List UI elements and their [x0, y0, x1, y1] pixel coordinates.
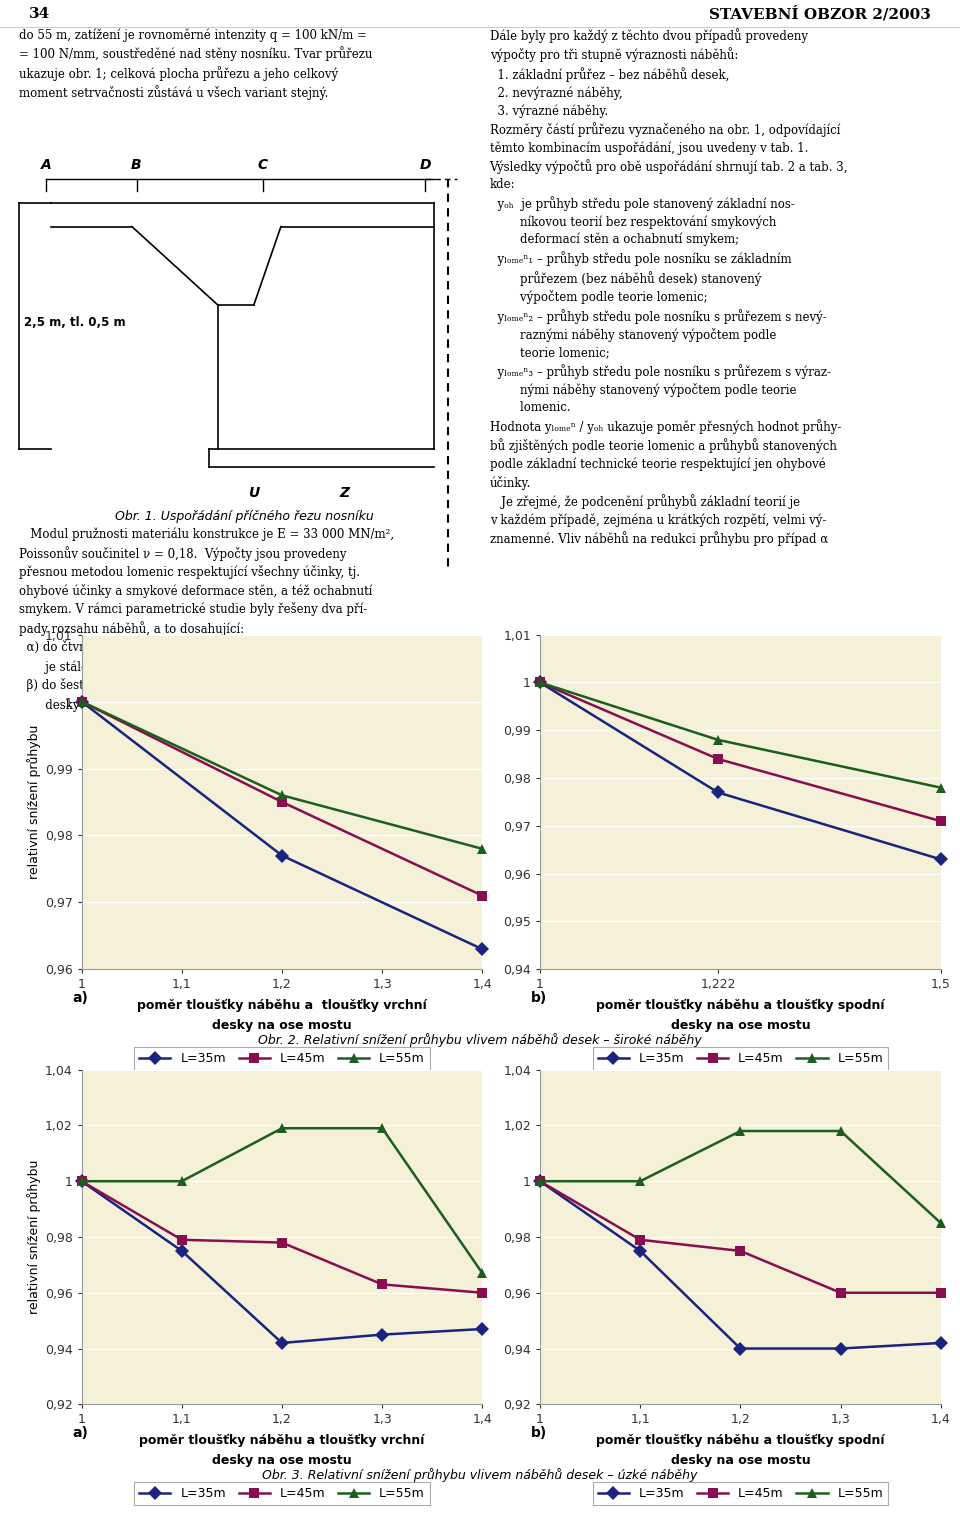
Text: poměr tloušťky náběhu a  tloušťky vrchní: poměr tloušťky náběhu a tloušťky vrchní — [137, 999, 427, 1012]
Text: b): b) — [530, 991, 546, 1005]
Y-axis label: relativní snížení průhybu: relativní snížení průhybu — [27, 725, 40, 879]
Text: A: A — [41, 158, 52, 172]
Text: b): b) — [530, 1426, 546, 1439]
Text: do 55 m, zatížení je rovnoměrné intenzity q = 100 kN/m =
= 100 N/mm, soustředěné: do 55 m, zatížení je rovnoměrné intenzit… — [19, 27, 372, 100]
Text: Obr. 2. Relativní snížení průhybu vlivem náběhů desek – široké náběhy: Obr. 2. Relativní snížení průhybu vlivem… — [258, 1034, 702, 1047]
Text: a): a) — [72, 1426, 88, 1439]
Text: Modul pružnosti materiálu konstrukce je E = 33 000 MN/m²,
Poissonův součinitel ν: Modul pružnosti materiálu konstrukce je … — [19, 527, 395, 711]
Text: Obr. 1. Uspořádání příčného řezu nosníku: Obr. 1. Uspořádání příčného řezu nosníku — [115, 509, 374, 523]
Text: desky na ose mostu: desky na ose mostu — [212, 1455, 351, 1467]
Text: Z: Z — [339, 485, 349, 500]
Y-axis label: relativní snížení průhybu: relativní snížení průhybu — [27, 1160, 40, 1315]
Text: C: C — [258, 158, 268, 172]
Legend: L=35m, L=45m, L=55m: L=35m, L=45m, L=55m — [134, 1482, 430, 1505]
Text: poměr tloušťky náběhu a tloušťky spodní: poměr tloušťky náběhu a tloušťky spodní — [596, 1435, 885, 1447]
Legend: L=35m, L=45m, L=55m: L=35m, L=45m, L=55m — [592, 1482, 888, 1505]
Legend: L=35m, L=45m, L=55m: L=35m, L=45m, L=55m — [134, 1047, 430, 1070]
Legend: L=35m, L=45m, L=55m: L=35m, L=45m, L=55m — [592, 1047, 888, 1070]
Text: desky na ose mostu: desky na ose mostu — [671, 1455, 810, 1467]
Text: 34: 34 — [29, 8, 50, 21]
Text: Dále byly pro každý z těchto dvou případů provedeny
výpočty pro tři stupně výraz: Dále byly pro každý z těchto dvou případ… — [490, 27, 848, 547]
Text: poměr tloušťky náběhu a tloušťky vrchní: poměr tloušťky náběhu a tloušťky vrchní — [139, 1435, 424, 1447]
Text: desky na ose mostu: desky na ose mostu — [212, 1018, 351, 1032]
Text: B: B — [132, 158, 142, 172]
Text: U: U — [249, 485, 259, 500]
Text: a): a) — [72, 991, 88, 1005]
Text: Obr. 3. Relativní snížení průhybu vlivem náběhů desek – úzké náběhy: Obr. 3. Relativní snížení průhybu vlivem… — [262, 1468, 698, 1482]
Text: D: D — [420, 158, 431, 172]
Text: desky na ose mostu: desky na ose mostu — [671, 1018, 810, 1032]
Text: 2,5 m, tl. 0,5 m: 2,5 m, tl. 0,5 m — [24, 316, 126, 330]
Text: poměr tloušťky náběhu a tloušťky spodní: poměr tloušťky náběhu a tloušťky spodní — [596, 999, 885, 1012]
Text: STAVEBNÍ OBZOR 2/2003: STAVEBNÍ OBZOR 2/2003 — [709, 6, 931, 21]
